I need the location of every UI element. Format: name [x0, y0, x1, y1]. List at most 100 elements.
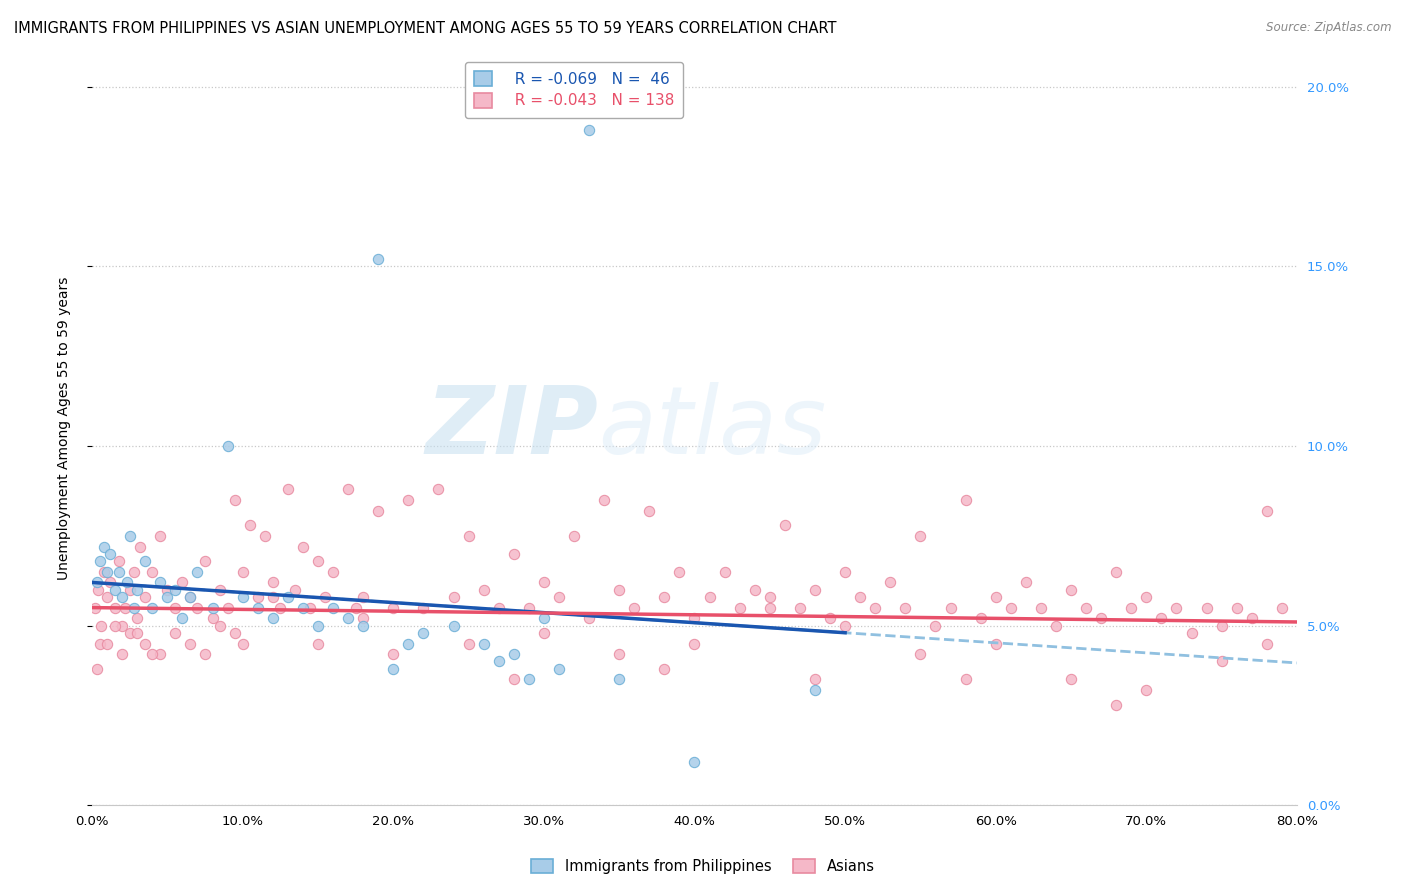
Point: [172, 611, 194, 625]
Point: [141, 648, 163, 662]
Point: [84, 600, 107, 615]
Point: [654, 662, 676, 676]
Point: [548, 590, 571, 604]
Point: [337, 611, 360, 625]
Point: [239, 518, 262, 533]
Point: [201, 600, 224, 615]
Point: [1256, 636, 1278, 650]
Point: [104, 582, 127, 597]
Point: [865, 600, 887, 615]
Point: [533, 625, 555, 640]
Point: [232, 565, 254, 579]
Point: [533, 575, 555, 590]
Point: [562, 529, 585, 543]
Point: [1105, 698, 1128, 712]
Point: [86, 662, 108, 676]
Point: [217, 439, 239, 453]
Point: [894, 600, 917, 615]
Point: [593, 492, 616, 507]
Point: [517, 600, 540, 615]
Point: [578, 611, 600, 625]
Point: [149, 575, 172, 590]
Point: [156, 582, 179, 597]
Point: [262, 590, 284, 604]
Point: [804, 582, 827, 597]
Point: [134, 636, 156, 650]
Point: [89, 554, 111, 568]
Point: [108, 554, 131, 568]
Point: [217, 600, 239, 615]
Point: [352, 590, 374, 604]
Point: [412, 625, 434, 640]
Point: [232, 590, 254, 604]
Point: [1271, 600, 1294, 615]
Point: [163, 625, 186, 640]
Point: [683, 611, 706, 625]
Point: [382, 600, 405, 615]
Point: [443, 618, 465, 632]
Point: [93, 565, 115, 579]
Point: [443, 590, 465, 604]
Legend:   R = -0.069   N =  46,   R = -0.043   N = 138: R = -0.069 N = 46, R = -0.043 N = 138: [465, 62, 683, 118]
Point: [1105, 565, 1128, 579]
Point: [1226, 600, 1249, 615]
Point: [111, 648, 134, 662]
Point: [224, 625, 246, 640]
Point: [163, 582, 186, 597]
Point: [93, 540, 115, 554]
Point: [879, 575, 901, 590]
Point: [134, 554, 156, 568]
Point: [114, 600, 136, 615]
Point: [314, 590, 336, 604]
Point: [127, 625, 149, 640]
Point: [232, 636, 254, 650]
Point: [104, 618, 127, 632]
Point: [118, 625, 141, 640]
Point: [1015, 575, 1038, 590]
Point: [427, 482, 450, 496]
Point: [277, 590, 299, 604]
Point: [141, 565, 163, 579]
Point: [201, 611, 224, 625]
Point: [352, 618, 374, 632]
Point: [96, 590, 118, 604]
Point: [149, 529, 172, 543]
Point: [344, 600, 367, 615]
Point: [98, 547, 121, 561]
Point: [773, 518, 796, 533]
Point: [156, 590, 179, 604]
Point: [1121, 600, 1143, 615]
Point: [623, 600, 645, 615]
Text: atlas: atlas: [598, 383, 827, 474]
Point: [502, 547, 524, 561]
Point: [224, 492, 246, 507]
Point: [307, 618, 329, 632]
Point: [910, 529, 932, 543]
Point: [149, 648, 172, 662]
Point: [457, 636, 479, 650]
Point: [179, 590, 201, 604]
Point: [122, 600, 145, 615]
Point: [86, 575, 108, 590]
Point: [472, 636, 495, 650]
Point: [1045, 618, 1067, 632]
Point: [129, 540, 152, 554]
Point: [108, 565, 131, 579]
Point: [488, 600, 510, 615]
Point: [367, 252, 389, 266]
Point: [578, 122, 600, 136]
Point: [1029, 600, 1052, 615]
Point: [533, 611, 555, 625]
Text: IMMIGRANTS FROM PHILIPPINES VS ASIAN UNEMPLOYMENT AMONG AGES 55 TO 59 YEARS CORR: IMMIGRANTS FROM PHILIPPINES VS ASIAN UNE…: [14, 21, 837, 36]
Point: [1060, 582, 1083, 597]
Point: [179, 636, 201, 650]
Point: [307, 554, 329, 568]
Point: [284, 582, 307, 597]
Point: [683, 755, 706, 769]
Point: [488, 655, 510, 669]
Point: [1090, 611, 1112, 625]
Point: [969, 611, 991, 625]
Point: [367, 503, 389, 517]
Point: [337, 482, 360, 496]
Point: [209, 582, 232, 597]
